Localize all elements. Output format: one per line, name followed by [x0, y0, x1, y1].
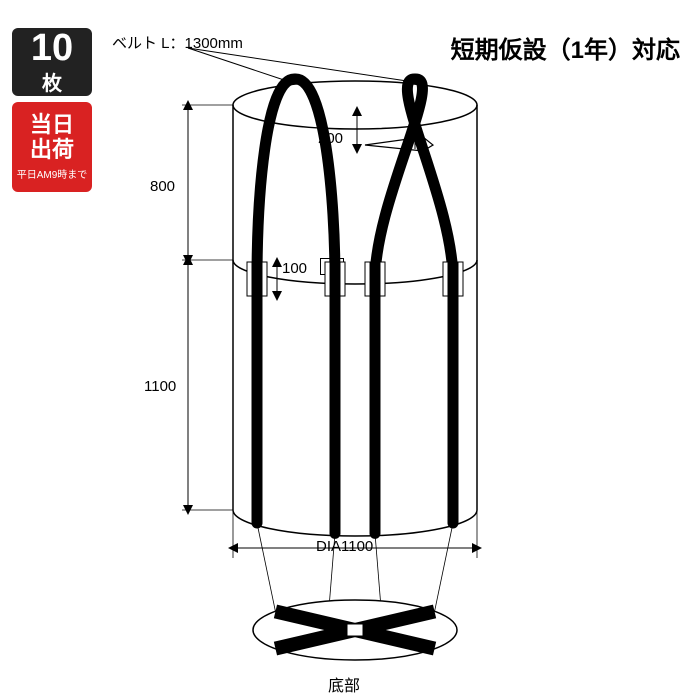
bag-diagram [0, 0, 700, 700]
